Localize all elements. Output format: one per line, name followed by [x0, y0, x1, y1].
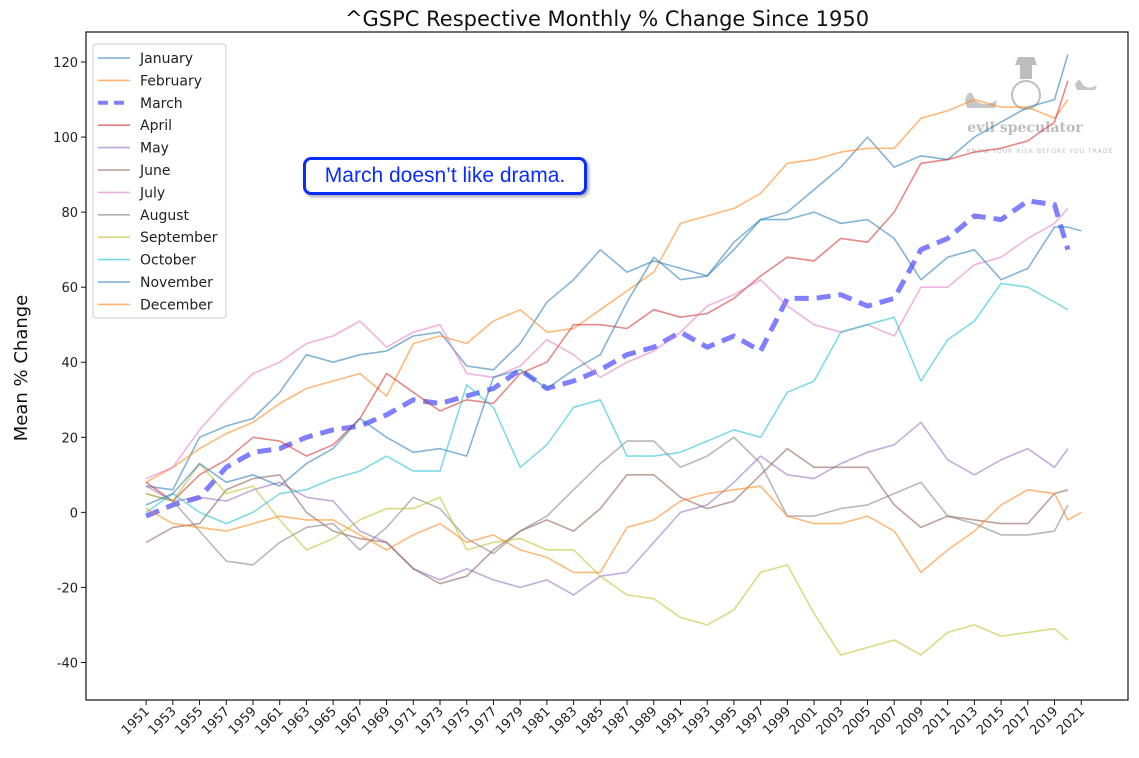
x-tick-label: 1995: [707, 704, 741, 738]
legend-label-august: August: [140, 208, 190, 224]
top-hat-icon: [1015, 57, 1037, 79]
y-tick-label: 120: [53, 56, 78, 71]
x-tick-label: 1993: [680, 704, 714, 738]
y-tick-label: 20: [61, 431, 78, 446]
y-tick-label: -40: [57, 656, 78, 671]
x-tick-label: 2011: [920, 704, 954, 738]
x-tick-label: 1965: [306, 704, 340, 738]
series-line-december: [145, 485, 1082, 574]
x-tick-label: 1959: [226, 704, 260, 738]
y-axis-label: Mean % Change: [11, 295, 32, 442]
x-tick-label: 2021: [1054, 704, 1088, 738]
x-tick-label: 2013: [947, 704, 981, 738]
x-tick-label: 2003: [814, 704, 848, 738]
series-line-august: [145, 436, 1069, 566]
series-line-march: [145, 198, 1071, 519]
x-tick-label: 1955: [172, 704, 206, 738]
x-tick-label: 1975: [440, 704, 474, 738]
x-tick-label: 2017: [1001, 704, 1035, 738]
x-tick-label: 1989: [627, 704, 661, 738]
y-tick-label: 100: [53, 131, 78, 146]
x-tick-label: 1977: [466, 704, 500, 738]
y-tick-label: 0: [70, 506, 78, 521]
x-tick-label: 1991: [653, 704, 687, 738]
y-tick-label: 80: [61, 206, 78, 221]
x-tick-label: 1961: [253, 704, 287, 738]
legend-label-december: December: [140, 297, 213, 313]
x-tick-label: 1967: [333, 704, 367, 738]
y-tick-label: 60: [61, 281, 78, 296]
x-tick-label: 1971: [386, 704, 420, 738]
x-tick-label: 1951: [119, 704, 153, 738]
series-line-september: [145, 462, 1069, 656]
legend-label-may: May: [140, 141, 169, 157]
x-tick-label: 2001: [787, 704, 821, 738]
x-tick-label: 1973: [413, 704, 447, 738]
series-line-june: [145, 447, 1069, 585]
chart-title: ^GSPC Respective Monthly % Change Since …: [345, 7, 869, 31]
x-tick-label: 1983: [546, 704, 580, 738]
annotation-callout: March doesn’t like drama.: [303, 157, 587, 195]
x-tick-label: 2005: [840, 704, 874, 738]
legend-label-april: April: [140, 118, 172, 134]
swan-icon: [1075, 80, 1097, 90]
legend-label-january: January: [139, 51, 193, 67]
series-line-july: [145, 207, 1069, 480]
series-line-april: [145, 80, 1069, 502]
legend-label-february: February: [140, 73, 202, 89]
y-tick-label: 40: [61, 356, 78, 371]
series-layer: [145, 54, 1082, 656]
series-line-february: [145, 98, 1069, 483]
x-tick-label: 1997: [733, 704, 767, 738]
x-tick-label: 2009: [894, 704, 928, 738]
svg-text:evil speculator: evil speculator: [967, 120, 1083, 136]
series-line-november: [145, 211, 1082, 506]
series-line-may: [145, 421, 1069, 596]
x-tick-label: 1979: [493, 704, 527, 738]
legend-label-october: October: [140, 253, 196, 269]
legend-label-july: July: [139, 185, 165, 201]
x-tick-label: 1953: [146, 704, 180, 738]
legend-box: [92, 43, 227, 319]
svg-text:KNOW YOUR RISK BEFORE YOU TRAD: KNOW YOUR RISK BEFORE YOU TRADE: [967, 148, 1114, 155]
x-tick-label: 2015: [974, 704, 1008, 738]
legend-label-march: March: [140, 96, 183, 112]
x-tick-label: 1999: [760, 704, 794, 738]
legend: January February March April May June July Augu…: [92, 43, 227, 319]
series-line-january: [145, 54, 1069, 491]
x-tick-label: 1963: [279, 704, 313, 738]
x-tick-label: 1987: [600, 704, 634, 738]
legend-label-september: September: [140, 230, 218, 246]
x-tick-label: 1985: [573, 704, 607, 738]
x-tick-label: 1969: [359, 704, 393, 738]
x-tick-label: 1981: [520, 704, 554, 738]
series-line-october: [145, 282, 1069, 525]
x-tick-label: 1957: [199, 704, 233, 738]
legend-label-june: June: [139, 163, 171, 179]
x-tick-label: 2007: [867, 704, 901, 738]
legend-label-november: November: [140, 275, 213, 291]
x-tick-label: 2019: [1027, 704, 1061, 738]
y-tick-label: -20: [57, 581, 78, 596]
